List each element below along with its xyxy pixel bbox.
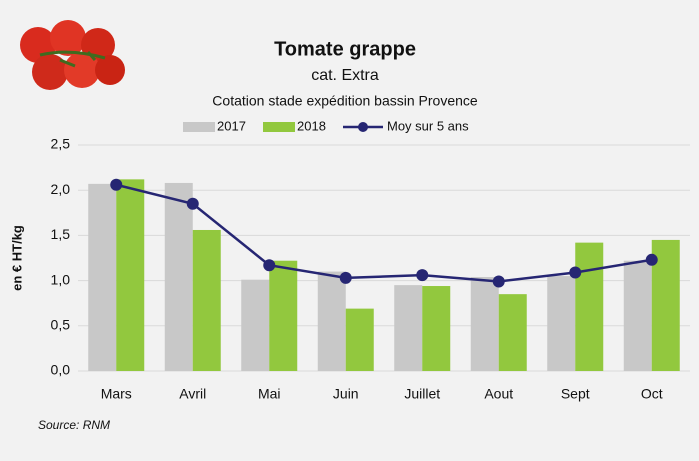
legend-label: 2018	[297, 118, 326, 133]
y-tick-label: 0,0	[51, 362, 71, 378]
bar	[116, 179, 145, 371]
tomato-icon	[20, 20, 125, 90]
y-tick-label: 1,5	[51, 226, 71, 242]
bar	[192, 229, 221, 371]
chart-title: Tomate grappe	[274, 38, 416, 60]
legend-swatch	[263, 122, 295, 132]
bar	[470, 276, 499, 371]
marker	[110, 178, 123, 191]
marker	[416, 269, 429, 282]
bar	[547, 276, 576, 371]
legend-label: Moy sur 5 ans	[387, 118, 469, 133]
y-tick-label: 2,0	[51, 181, 71, 197]
line	[115, 183, 652, 283]
x-tick-label: Oct	[641, 386, 663, 402]
x-tick-label: Aout	[484, 386, 513, 402]
bar	[394, 285, 423, 371]
legend-marker	[358, 122, 368, 132]
bar	[623, 260, 652, 371]
bar	[164, 182, 193, 371]
marker	[339, 271, 352, 284]
x-tick-label: Mai	[258, 386, 281, 402]
bar	[345, 308, 374, 371]
x-tick-label: Mars	[101, 386, 132, 402]
bar	[498, 294, 527, 371]
legend-swatch	[183, 122, 215, 132]
bar	[575, 242, 604, 371]
y-tick-label: 2,5	[51, 136, 71, 152]
bar	[269, 260, 298, 371]
chart-subtitle: cat. Extra	[311, 67, 379, 84]
bar	[88, 183, 117, 371]
bar	[422, 286, 451, 371]
y-tick-label: 0,5	[51, 317, 71, 333]
marker	[645, 253, 658, 266]
source: Source: RNM	[38, 418, 110, 432]
y-axis-label: en € HT/kg	[9, 225, 24, 291]
bar	[317, 271, 346, 371]
marker	[263, 259, 276, 272]
legend-label: 2017	[217, 118, 246, 133]
marker	[492, 275, 505, 288]
marker	[186, 197, 199, 210]
y-tick-label: 1,0	[51, 271, 71, 287]
x-tick-label: Avril	[179, 386, 206, 402]
bar	[241, 279, 270, 371]
x-tick-label: Juin	[333, 386, 359, 402]
x-tick-label: Sept	[561, 386, 590, 402]
x-tick-label: Juillet	[404, 386, 440, 402]
marker	[569, 266, 582, 279]
chart-caption: Cotation stade expédition bassin Provenc…	[212, 93, 478, 109]
